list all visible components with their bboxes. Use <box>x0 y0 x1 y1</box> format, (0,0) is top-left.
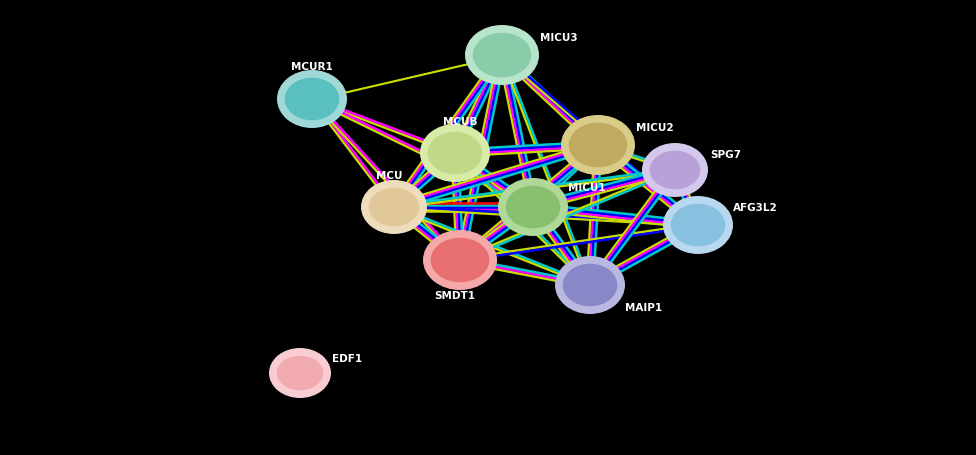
Text: SMDT1: SMDT1 <box>434 290 475 300</box>
Ellipse shape <box>555 257 625 314</box>
Ellipse shape <box>465 26 539 86</box>
Ellipse shape <box>427 131 483 176</box>
Text: MICU3: MICU3 <box>540 33 578 43</box>
Ellipse shape <box>472 33 532 79</box>
Ellipse shape <box>361 181 427 234</box>
Ellipse shape <box>498 179 568 237</box>
Ellipse shape <box>284 78 340 122</box>
Ellipse shape <box>568 123 628 169</box>
Ellipse shape <box>649 151 701 191</box>
Ellipse shape <box>420 125 490 182</box>
Text: MICU2: MICU2 <box>636 123 673 133</box>
Text: MCUR1: MCUR1 <box>291 62 333 72</box>
Ellipse shape <box>277 71 347 129</box>
Ellipse shape <box>276 355 324 391</box>
Text: SPG7: SPG7 <box>710 150 741 160</box>
Text: MAIP1: MAIP1 <box>625 302 662 312</box>
Text: EDF1: EDF1 <box>332 353 362 363</box>
Text: MICU1: MICU1 <box>568 182 606 192</box>
Ellipse shape <box>423 231 497 290</box>
Ellipse shape <box>368 187 420 228</box>
Ellipse shape <box>505 186 561 229</box>
Text: MCUB: MCUB <box>443 117 477 127</box>
Ellipse shape <box>561 116 635 176</box>
Text: MCU: MCU <box>376 171 402 181</box>
Ellipse shape <box>269 348 331 398</box>
Ellipse shape <box>562 263 618 307</box>
Text: AFG3L2: AFG3L2 <box>733 202 778 212</box>
Ellipse shape <box>670 203 726 248</box>
Ellipse shape <box>430 238 490 283</box>
Ellipse shape <box>642 144 708 197</box>
Ellipse shape <box>663 197 733 254</box>
